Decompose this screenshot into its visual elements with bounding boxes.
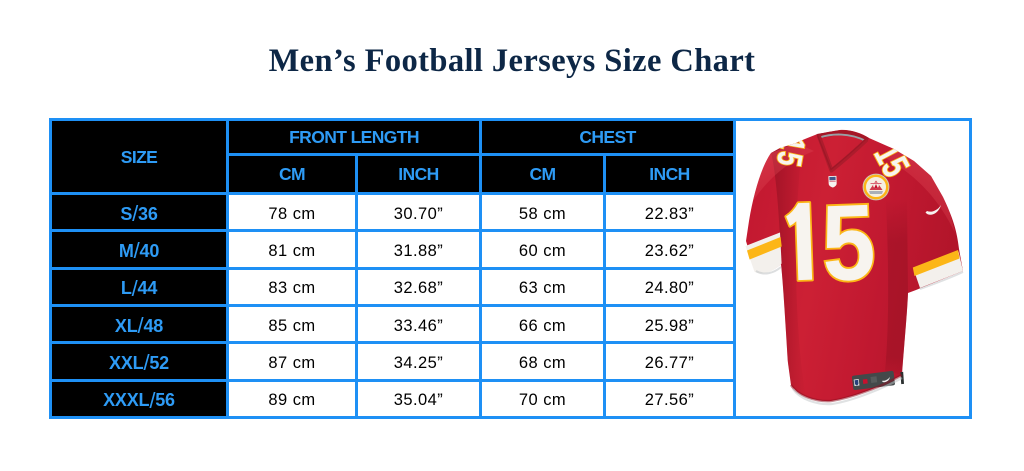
- svg-text:5: 5: [820, 181, 877, 303]
